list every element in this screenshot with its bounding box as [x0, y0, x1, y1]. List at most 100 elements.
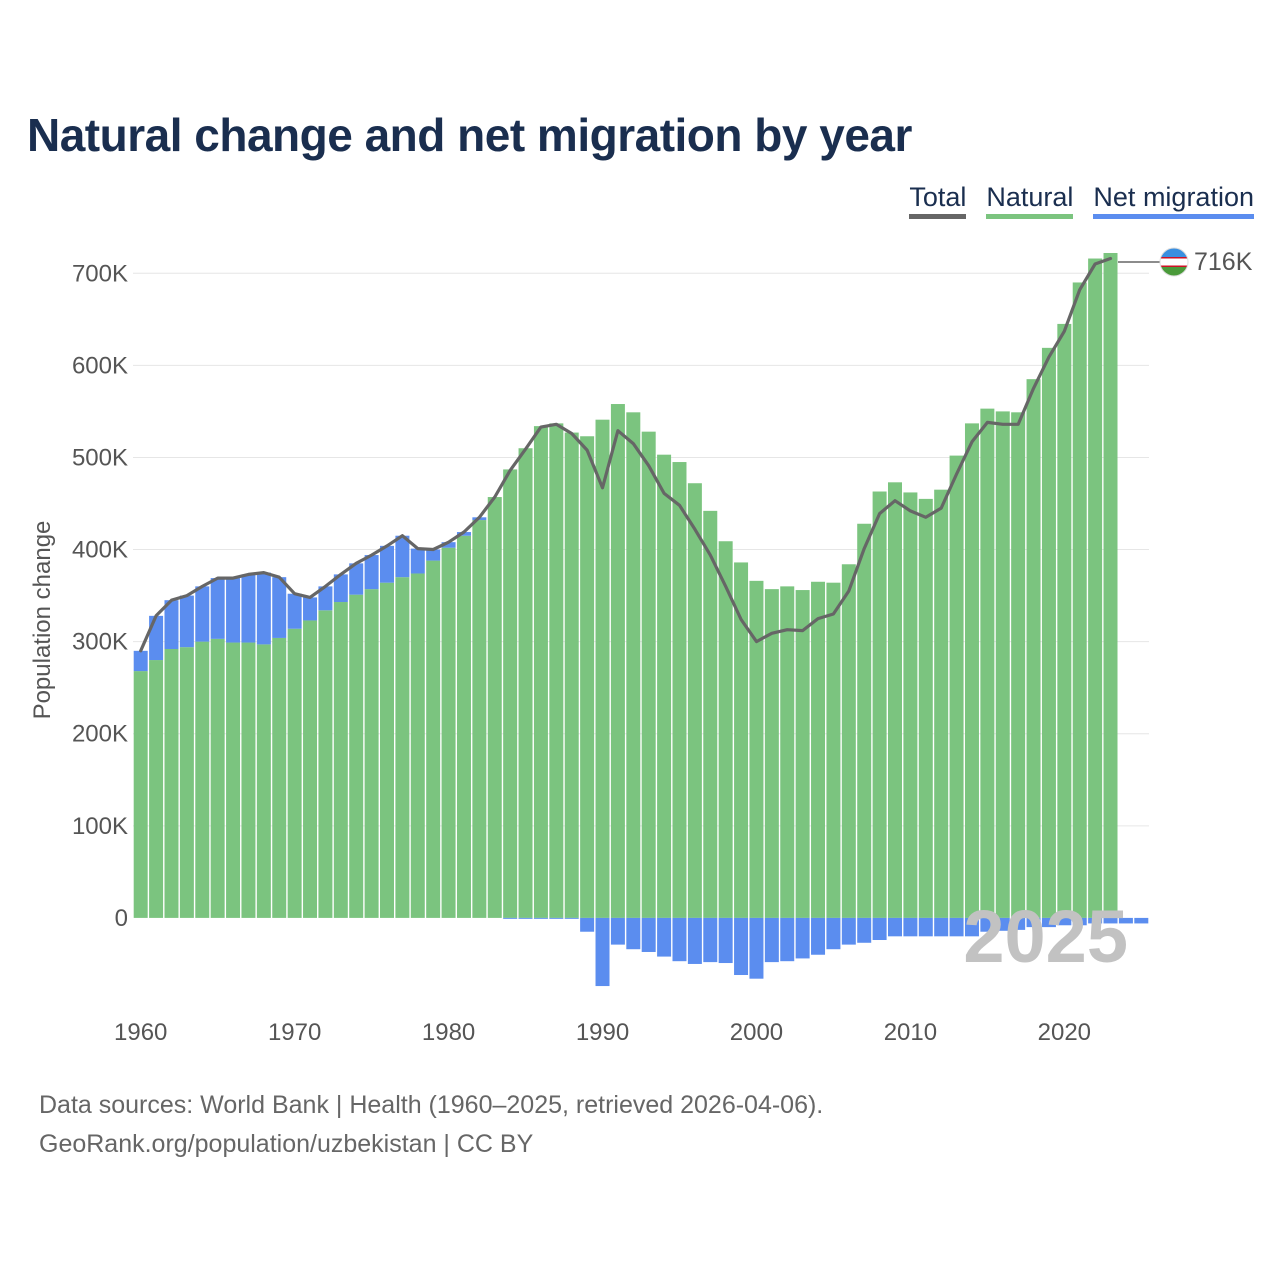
- natural-bar[interactable]: [164, 648, 179, 918]
- legend-natural[interactable]: Natural: [986, 182, 1074, 219]
- natural-bar[interactable]: [395, 577, 410, 918]
- legend-total[interactable]: Total: [909, 182, 967, 219]
- migration-bar[interactable]: [318, 586, 333, 611]
- migration-bar[interactable]: [857, 917, 872, 943]
- natural-bar[interactable]: [564, 432, 579, 918]
- migration-bar[interactable]: [564, 917, 579, 919]
- migration-bar[interactable]: [780, 917, 795, 962]
- migration-bar[interactable]: [795, 917, 810, 959]
- migration-bar[interactable]: [641, 917, 656, 952]
- total-line[interactable]: [139, 256, 1113, 653]
- natural-bar[interactable]: [672, 462, 687, 918]
- natural-bar[interactable]: [472, 520, 487, 918]
- natural-bar[interactable]: [626, 412, 641, 918]
- migration-bar[interactable]: [595, 917, 610, 987]
- natural-bar[interactable]: [1041, 347, 1056, 918]
- migration-bar[interactable]: [380, 545, 394, 583]
- migration-bar[interactable]: [518, 917, 533, 919]
- migration-bar[interactable]: [426, 549, 441, 561]
- migration-bar[interactable]: [811, 917, 826, 955]
- natural-bar[interactable]: [934, 489, 949, 918]
- legend-net-migration[interactable]: Net migration: [1093, 182, 1254, 219]
- migration-bar[interactable]: [1026, 917, 1041, 928]
- migration-bar[interactable]: [949, 917, 964, 937]
- natural-bar[interactable]: [503, 469, 518, 918]
- natural-bar[interactable]: [903, 492, 918, 918]
- migration-bar[interactable]: [888, 917, 902, 937]
- migration-bar[interactable]: [210, 578, 225, 639]
- natural-bar[interactable]: [380, 582, 394, 918]
- migration-bar[interactable]: [1072, 917, 1087, 926]
- migration-bar[interactable]: [1103, 917, 1118, 924]
- migration-bar[interactable]: [441, 542, 456, 548]
- natural-bar[interactable]: [995, 411, 1010, 918]
- natural-bar[interactable]: [1026, 379, 1041, 918]
- natural-bar[interactable]: [318, 610, 333, 918]
- natural-bar[interactable]: [1103, 252, 1118, 918]
- migration-bar[interactable]: [333, 574, 348, 603]
- migration-bar[interactable]: [964, 917, 979, 937]
- migration-bar[interactable]: [841, 917, 856, 945]
- migration-bar[interactable]: [980, 917, 995, 932]
- natural-bar[interactable]: [272, 637, 287, 918]
- natural-bar[interactable]: [918, 498, 933, 918]
- migration-bar[interactable]: [1011, 917, 1026, 930]
- natural-bar[interactable]: [303, 620, 318, 918]
- natural-bar[interactable]: [857, 523, 872, 918]
- natural-bar[interactable]: [1057, 323, 1072, 918]
- natural-bar[interactable]: [349, 594, 364, 918]
- migration-bar[interactable]: [164, 600, 179, 649]
- natural-bar[interactable]: [487, 497, 502, 918]
- natural-bar[interactable]: [133, 671, 148, 918]
- natural-bar[interactable]: [734, 562, 749, 918]
- migration-bar[interactable]: [734, 917, 749, 976]
- migration-bar[interactable]: [687, 917, 702, 964]
- natural-bar[interactable]: [718, 541, 733, 918]
- natural-bar[interactable]: [441, 547, 456, 918]
- migration-bar[interactable]: [903, 917, 918, 937]
- natural-bar[interactable]: [980, 408, 995, 918]
- migration-bar[interactable]: [672, 917, 687, 962]
- natural-bar[interactable]: [149, 660, 164, 918]
- natural-bar[interactable]: [410, 573, 425, 918]
- natural-bar[interactable]: [657, 454, 672, 918]
- migration-bar[interactable]: [703, 917, 718, 963]
- migration-bar[interactable]: [1134, 917, 1149, 924]
- natural-bar[interactable]: [841, 564, 856, 918]
- natural-bar[interactable]: [241, 642, 256, 918]
- migration-bar[interactable]: [503, 917, 518, 919]
- migration-bar[interactable]: [303, 597, 318, 621]
- migration-bar[interactable]: [395, 535, 410, 578]
- natural-bar[interactable]: [580, 436, 595, 918]
- natural-bar[interactable]: [333, 602, 348, 918]
- footer-credit[interactable]: GeoRank.org/population/uzbekistan | CC B…: [39, 1130, 534, 1158]
- migration-bar[interactable]: [272, 577, 287, 638]
- migration-bar[interactable]: [826, 917, 841, 950]
- natural-bar[interactable]: [518, 448, 533, 918]
- migration-bar[interactable]: [995, 917, 1010, 931]
- natural-bar[interactable]: [210, 638, 225, 918]
- natural-bar[interactable]: [364, 589, 379, 918]
- natural-bar[interactable]: [749, 580, 764, 918]
- natural-bar[interactable]: [610, 404, 625, 918]
- migration-bar[interactable]: [580, 917, 595, 932]
- migration-bar[interactable]: [533, 917, 548, 919]
- migration-bar[interactable]: [349, 563, 364, 595]
- natural-bar[interactable]: [533, 426, 548, 918]
- natural-bar[interactable]: [549, 423, 564, 918]
- migration-bar[interactable]: [1041, 917, 1056, 928]
- migration-bar[interactable]: [610, 917, 625, 945]
- migration-bar[interactable]: [749, 917, 764, 979]
- natural-bar[interactable]: [795, 590, 810, 918]
- natural-bar[interactable]: [780, 586, 795, 918]
- migration-bar[interactable]: [934, 917, 949, 937]
- migration-bar[interactable]: [1057, 917, 1072, 926]
- migration-bar[interactable]: [872, 917, 887, 941]
- migration-bar[interactable]: [764, 917, 779, 963]
- migration-bar[interactable]: [226, 578, 241, 643]
- migration-bar[interactable]: [149, 615, 164, 661]
- natural-bar[interactable]: [256, 644, 271, 918]
- migration-bar[interactable]: [626, 917, 641, 950]
- natural-bar[interactable]: [179, 647, 194, 918]
- natural-bar[interactable]: [703, 510, 718, 918]
